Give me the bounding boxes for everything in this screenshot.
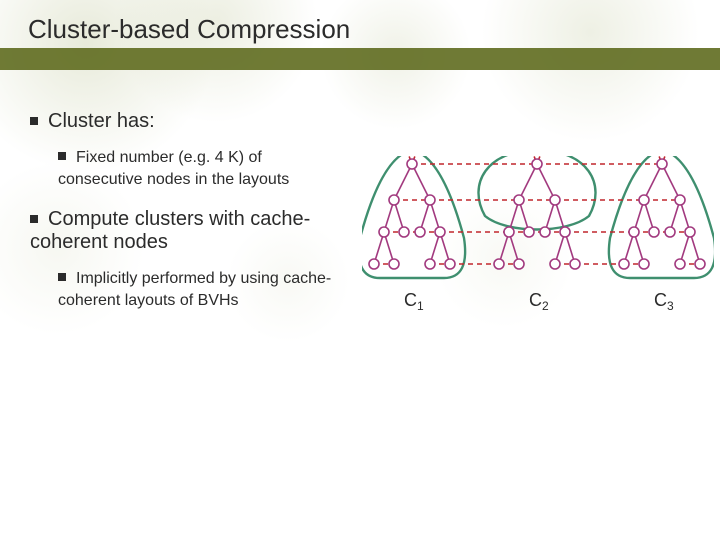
body-text: Cluster has: Fixed number (e.g. 4 K) of … xyxy=(30,110,350,329)
bullet-text: Fixed number (e.g. 4 K) of consecutive n… xyxy=(58,149,289,188)
square-bullet-icon xyxy=(30,117,38,125)
cluster-label: C2 xyxy=(529,290,549,313)
square-bullet-icon xyxy=(58,152,66,160)
title-bar: Cluster-based Compression xyxy=(0,0,720,72)
bullet-level1: Cluster has: xyxy=(30,110,350,133)
bullet-level1: Compute clusters with cache-coherent nod… xyxy=(30,208,350,254)
bullet-text: Compute clusters with cache-coherent nod… xyxy=(30,208,310,253)
cluster-diagram: C1 C2 C3 xyxy=(362,156,714,356)
bullet-text: Implicitly performed by using cache-cohe… xyxy=(58,270,331,309)
square-bullet-icon xyxy=(58,273,66,281)
cluster-label: C1 xyxy=(404,290,424,313)
title-band xyxy=(0,48,720,70)
bullet-text: Cluster has: xyxy=(48,110,155,132)
page-title: Cluster-based Compression xyxy=(28,14,350,45)
cluster-label: C3 xyxy=(654,290,674,313)
diagram-svg: C1 C2 C3 xyxy=(362,156,714,356)
bullet-level2: Implicitly performed by using cache-cohe… xyxy=(58,268,350,311)
bullet-level2: Fixed number (e.g. 4 K) of consecutive n… xyxy=(58,147,350,190)
square-bullet-icon xyxy=(30,215,38,223)
